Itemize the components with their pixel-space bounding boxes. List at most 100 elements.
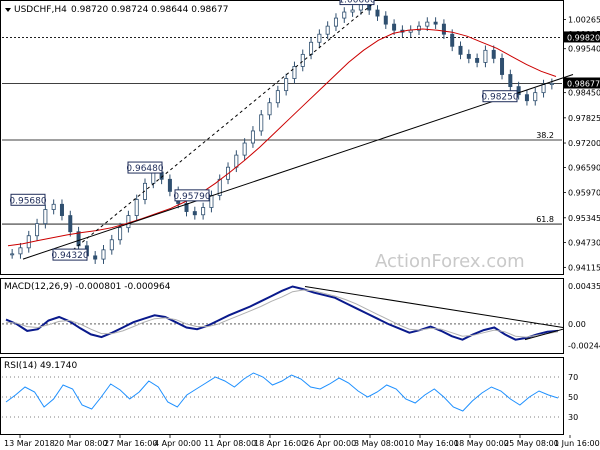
price-label-box xyxy=(52,248,88,261)
macd-trendline-short xyxy=(524,328,564,341)
price-label-text: 0.95790 xyxy=(173,192,210,202)
price-tick-label: 0.99540 xyxy=(568,45,600,54)
price-header-symbol: USDCHF,H4 xyxy=(14,5,67,15)
macd-line xyxy=(5,285,559,341)
date-label: 10 May 16:00 xyxy=(404,439,459,448)
candle-body xyxy=(101,249,106,260)
candle-body xyxy=(35,223,40,237)
macd-trendline xyxy=(304,285,564,328)
candle-body xyxy=(259,114,264,132)
candle-body xyxy=(142,182,147,200)
candle-body xyxy=(59,203,64,216)
rsi-tick-label: 70 xyxy=(568,373,578,382)
candle-body xyxy=(300,53,305,67)
candle-body xyxy=(533,92,538,102)
macd-tick-label: 0.004351 xyxy=(568,282,600,291)
candle-body xyxy=(118,227,123,241)
price-plot: 38.2 61.8 0.95680 0.94320 0.96480 0.95790 1.00… xyxy=(2,0,574,264)
date-label: 1 Jun 16:00 xyxy=(554,439,600,448)
candle-body xyxy=(317,33,322,43)
candle-body xyxy=(416,25,421,31)
macd-tick-label: 0.00 xyxy=(568,320,586,329)
price-label-text: 0.96480 xyxy=(126,164,163,174)
candle-body xyxy=(43,209,48,225)
trendline xyxy=(72,3,374,251)
candle-body xyxy=(76,231,81,247)
price-header: USDCHF,H4 0.98720 0.98724 0.98644 0.9867… xyxy=(5,5,228,15)
candle-body xyxy=(524,94,529,102)
trendline xyxy=(22,74,574,260)
rsi-plot xyxy=(2,372,562,418)
candle-body xyxy=(375,9,380,17)
candle-body xyxy=(217,178,222,196)
rsi-line xyxy=(5,372,559,412)
rsi-y-axis: 70 50 30 xyxy=(568,373,578,422)
candle-body xyxy=(275,90,280,104)
candle-body xyxy=(309,41,314,55)
candle-body xyxy=(392,23,397,31)
candle-body xyxy=(342,11,347,19)
price-header-values: 0.98720 0.98724 0.98644 0.98677 xyxy=(71,5,228,15)
date-label: 4 Apr 00:00 xyxy=(154,439,201,448)
candle-body xyxy=(267,102,272,116)
candle-body xyxy=(284,78,289,92)
dropdown-triangle-icon[interactable] xyxy=(5,8,11,12)
candle-body xyxy=(333,17,338,27)
date-label: 13 Mar 2018 xyxy=(4,439,55,448)
candle-body xyxy=(292,66,297,79)
price-tick-label: 0.95345 xyxy=(568,214,600,223)
price-tick-label: 1.00265 xyxy=(568,16,600,25)
price-y-axis: 1.002650.999050.995400.984500.978250.972… xyxy=(563,16,600,272)
candle-body xyxy=(201,207,206,216)
candle-body xyxy=(466,53,471,59)
date-label: 11 Apr 08:00 xyxy=(204,439,256,448)
price-tick-label: 0.94730 xyxy=(568,239,600,248)
rsi-header: RSI(14) 49.1740 xyxy=(4,361,77,371)
candle-body xyxy=(350,9,355,13)
candle-body xyxy=(483,49,488,63)
candle-body xyxy=(68,215,73,233)
date-label: 27 Mar 16:00 xyxy=(104,439,157,448)
price-tick-label: 0.96590 xyxy=(568,164,600,173)
candle-body xyxy=(383,15,388,25)
date-label: 18 May 00:00 xyxy=(454,439,509,448)
price-label-text: 0.95680 xyxy=(9,196,46,206)
candle-body xyxy=(134,199,139,216)
candle-body xyxy=(500,57,505,75)
price-tick-label: 0.95970 xyxy=(568,189,600,198)
candle-body xyxy=(433,21,438,25)
candle-body xyxy=(10,253,15,256)
date-label: 26 Apr 00:00 xyxy=(304,439,356,448)
candle-body xyxy=(441,23,446,35)
date-label: 20 Mar 08:00 xyxy=(54,439,107,448)
date-label: 18 Apr 16:00 xyxy=(254,439,306,448)
price-label-text: 0.94320 xyxy=(51,251,88,261)
macd-plot xyxy=(2,285,564,341)
moving-average-line xyxy=(7,28,557,247)
macd-y-axis: 0.004351 0.00 -0.002448 xyxy=(568,282,600,350)
candle-body xyxy=(250,130,255,144)
price-label-box xyxy=(10,193,46,206)
candle-body xyxy=(242,142,247,156)
macd-header: MACD(12,26,9) -0.000801 -0.000964 xyxy=(4,282,171,292)
date-label: 3 May 08:00 xyxy=(354,439,404,448)
candle-body xyxy=(184,203,189,212)
date-label: 25 May 08:00 xyxy=(504,439,559,448)
candle-body xyxy=(549,82,554,85)
candle-body xyxy=(541,84,546,94)
candle-body xyxy=(192,211,197,216)
macd-signal-line xyxy=(5,289,559,338)
price-label-box xyxy=(174,189,210,202)
macd-tick-label: -0.002448 xyxy=(568,341,600,350)
price-tick-label: 0.98450 xyxy=(568,89,600,98)
candle-body xyxy=(167,178,172,192)
axis-price-box-label: 0.99820 xyxy=(567,33,600,42)
candle-body xyxy=(93,255,98,260)
price-tick-label: 0.97825 xyxy=(568,114,600,123)
axis-price-box-label: 0.98677 xyxy=(567,80,600,89)
price-tick-label: 0.97200 xyxy=(568,139,600,148)
fib-label: 61.8 xyxy=(536,215,554,224)
price-tick-label: 0.94115 xyxy=(568,263,600,272)
candle-body xyxy=(450,33,455,47)
